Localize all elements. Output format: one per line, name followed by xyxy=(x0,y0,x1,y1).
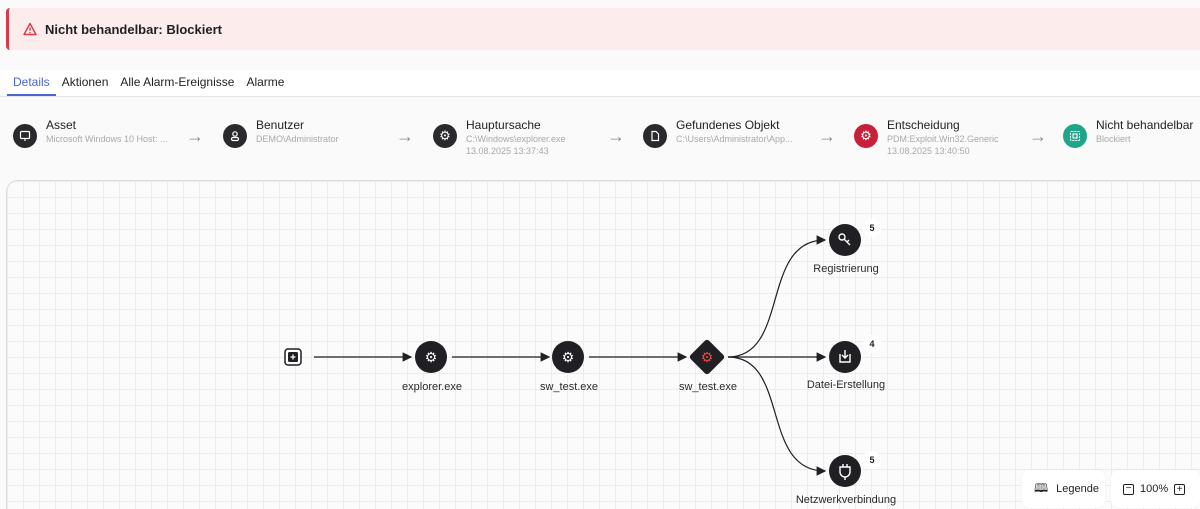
key-icon xyxy=(838,233,851,246)
node-explorer xyxy=(415,341,447,373)
expand-button[interactable] xyxy=(284,348,302,366)
quarantine-icon xyxy=(1063,124,1087,148)
node-label: Datei-Erstellung xyxy=(806,379,886,391)
step-title: Asset xyxy=(46,118,77,132)
node-netzwerkverbindung xyxy=(829,455,861,487)
step-sub: C:\Users\Administrator\App... xyxy=(676,134,793,144)
graph-edges: ⚙ ⚙ ⚙ xyxy=(284,224,861,487)
edge xyxy=(727,235,827,358)
book-icon: 🕮 xyxy=(1034,480,1049,495)
step-entscheidung[interactable]: ⚙ Entscheidung PDM:Exploit.Win32.Generic 1… xyxy=(854,118,999,157)
arrow-right-icon: → xyxy=(818,126,836,146)
step-nicht-behandelbar[interactable]: Nicht behandelbar Blockiert xyxy=(1063,118,1193,148)
node-label: sw_test.exe xyxy=(539,381,599,393)
node-sw-test-detected xyxy=(689,339,725,375)
arrow-right-icon: → xyxy=(607,126,625,146)
step-sub: C:\Windows\explorer.exe xyxy=(466,134,566,144)
tab-details[interactable]: Details xyxy=(7,70,56,96)
step-title: Benutzer xyxy=(256,118,305,132)
gear-icon: ⚙ xyxy=(425,349,438,365)
edge xyxy=(727,356,827,476)
node-label: explorer.exe xyxy=(402,381,462,393)
count-badge: 4 xyxy=(863,335,881,353)
count-badge: 5 xyxy=(863,219,881,237)
node-sw-test xyxy=(552,341,584,373)
zoom-control: − 100% + xyxy=(1111,470,1200,508)
arrow-right-icon: → xyxy=(396,126,414,146)
warning-triangle-icon xyxy=(23,22,37,36)
download-icon xyxy=(839,350,851,363)
arrow-right-icon: → xyxy=(186,126,204,146)
step-hauptursache[interactable]: ⚙ Hauptursache C:\Windows\explorer.exe 13.… xyxy=(433,118,566,157)
step-sub: Microsoft Windows 10 Host: ... xyxy=(46,134,168,144)
gear-icon: ⚙ xyxy=(701,349,714,365)
step-title: Entscheidung xyxy=(887,118,960,132)
monitor-icon xyxy=(13,124,37,148)
count-badge: 5 xyxy=(863,451,881,469)
step-timestamp: 13.08.2025 13:40:50 xyxy=(887,146,970,156)
legend-button[interactable]: 🕮 Legende xyxy=(1022,470,1105,508)
step-sub: DEMO\Administrator xyxy=(256,134,339,144)
step-sub: Blockiert xyxy=(1096,134,1131,144)
zoom-out-button[interactable]: − xyxy=(1123,483,1134,495)
user-icon xyxy=(223,124,247,148)
tab-aktionen[interactable]: Aktionen xyxy=(61,75,109,89)
arrow-right-icon: → xyxy=(1029,126,1047,146)
node-label: Registrierung xyxy=(813,263,879,275)
step-gefundenes-objekt[interactable]: Gefundenes Objekt C:\Users\Administrator\… xyxy=(643,118,793,148)
status-banner: Nicht behandelbar: Blockiert xyxy=(6,8,1200,50)
step-sub: PDM:Exploit.Win32.Generic xyxy=(887,134,999,144)
file-icon xyxy=(643,124,667,148)
incident-chain: Asset Microsoft Windows 10 Host: ... → Be… xyxy=(0,118,1200,168)
tab-alarme[interactable]: Alarme xyxy=(246,75,285,89)
gear-icon: ⚙ xyxy=(433,124,457,148)
tab-bar: Details Aktionen Alle Alarm-Ereignisse A… xyxy=(0,70,1200,97)
gear-icon: ⚙ xyxy=(854,124,878,148)
node-label: Netzwerkverbindung xyxy=(795,494,897,506)
zoom-in-button[interactable]: + xyxy=(1174,483,1186,495)
node-label: sw_test.exe xyxy=(678,381,738,393)
process-graph-canvas[interactable]: ⚙ ⚙ ⚙ explorer.exe sw_test.exe sw_test.e… xyxy=(6,180,1200,509)
step-title: Gefundenes Objekt xyxy=(676,118,780,132)
legend-label: Legende xyxy=(1056,483,1099,495)
step-asset[interactable]: Asset Microsoft Windows 10 Host: ... xyxy=(13,118,168,148)
step-benutzer[interactable]: Benutzer DEMO\Administrator xyxy=(223,118,339,148)
step-timestamp: 13.08.2025 13:37:43 xyxy=(466,146,549,156)
tab-alle-alarm-ereignisse[interactable]: Alle Alarm-Ereignisse xyxy=(120,75,235,89)
plug-icon xyxy=(839,464,851,480)
gear-icon: ⚙ xyxy=(562,349,575,365)
step-title: Hauptursache xyxy=(466,118,541,132)
banner-title: Nicht behandelbar: Blockiert xyxy=(45,21,222,37)
step-title: Nicht behandelbar xyxy=(1096,118,1194,132)
zoom-level: 100% xyxy=(1140,483,1169,495)
